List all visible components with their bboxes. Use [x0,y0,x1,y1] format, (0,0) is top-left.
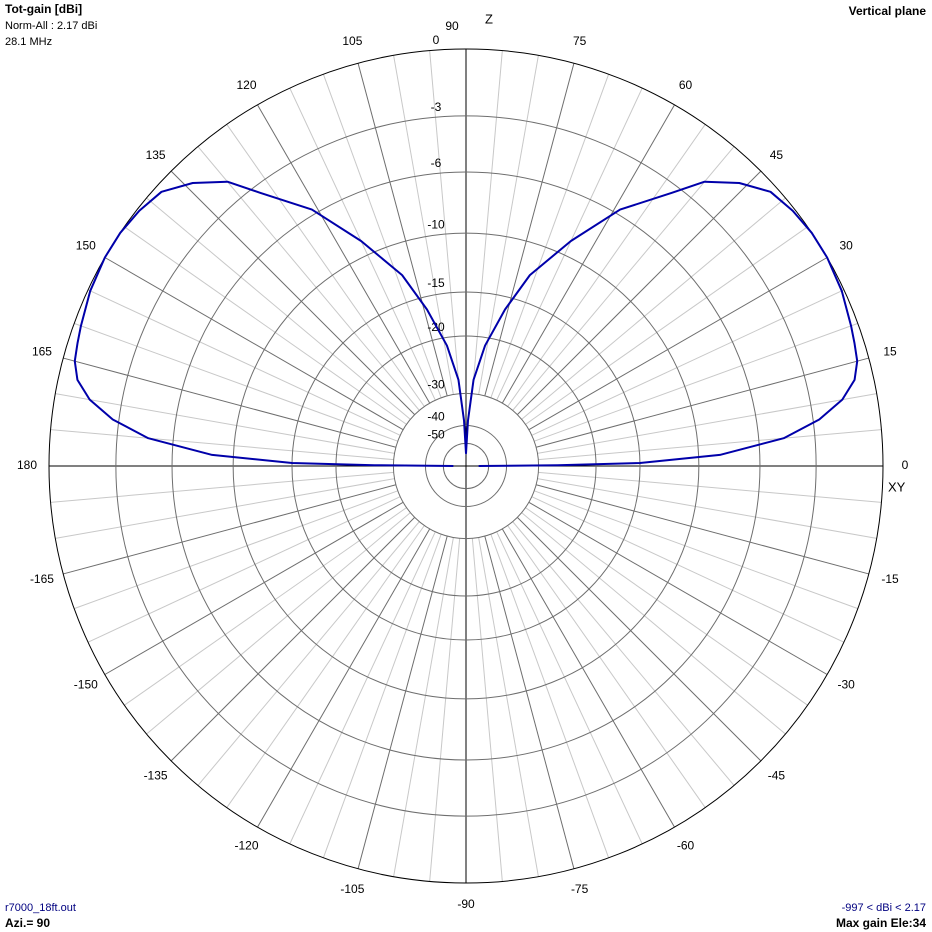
ring-tick-label: -10 [427,217,445,231]
z-axis-label: Z [485,11,493,26]
ring-tick-label: -6 [431,156,442,170]
angle-tick-label: 135 [146,148,166,162]
ring [335,335,597,597]
ring-tick-label: -40 [427,410,445,424]
ring-tick-label: 0 [433,33,440,47]
angle-tick-label: 105 [342,34,362,48]
angle-tick-label: 150 [76,239,96,253]
max-gain-label: Max gain Ele:34 [836,916,926,930]
chart-title: Tot-gain [dBi] [5,2,82,16]
angle-tick-label: 0 [902,458,909,472]
ring [171,171,761,761]
angle-tick-label: 165 [32,345,52,359]
angle-tick-label: -150 [74,678,98,692]
azimuth-label: Azi.= 90 [5,916,50,930]
angle-tick-label: -90 [457,897,475,911]
norm-label: Norm-All : 2.17 dBi [5,20,97,32]
angle-tick-label: -15 [881,572,899,586]
angle-tick-label: 180 [17,458,37,472]
pattern-line [73,180,859,467]
ring [291,291,641,641]
plane-label: Vertical plane [849,4,927,18]
angle-tick-label: -165 [30,572,54,586]
angle-tick-label: 45 [770,148,784,162]
angle-tick-label: 60 [679,78,693,92]
angle-tick-label: -135 [144,769,168,783]
frequency-label: 28.1 MHz [5,36,52,48]
angle-tick-label: -45 [768,769,786,783]
angle-tick-label: -60 [677,838,695,852]
angle-tick-label: -75 [571,882,589,896]
xy-axis-label: XY [888,479,906,494]
ring-tick-label: -30 [427,378,445,392]
angle-tick-label: -30 [838,678,856,692]
file-label: r7000_18ft.out [5,902,76,914]
outer-ring [48,48,884,884]
angle-tick-label: 75 [573,34,587,48]
angle-tick-label: 90 [445,19,459,33]
plot [73,180,859,467]
angle-tick-label: -120 [234,838,258,852]
angle-tick-label: -105 [340,882,364,896]
angle-tick-label: 120 [236,78,256,92]
range-label: -997 < dBi < 2.17 [842,902,926,914]
grid [48,48,884,884]
ring [115,115,817,817]
ring [232,232,700,700]
ring-tick-label: -15 [427,276,445,290]
labels: 0153045607590105120135150165180-165-150-… [17,19,909,911]
ring-tick-label: -50 [427,428,445,442]
angle-tick-label: 15 [883,345,897,359]
angle-tick-label: 30 [840,239,854,253]
ring-tick-label: -3 [431,100,442,114]
